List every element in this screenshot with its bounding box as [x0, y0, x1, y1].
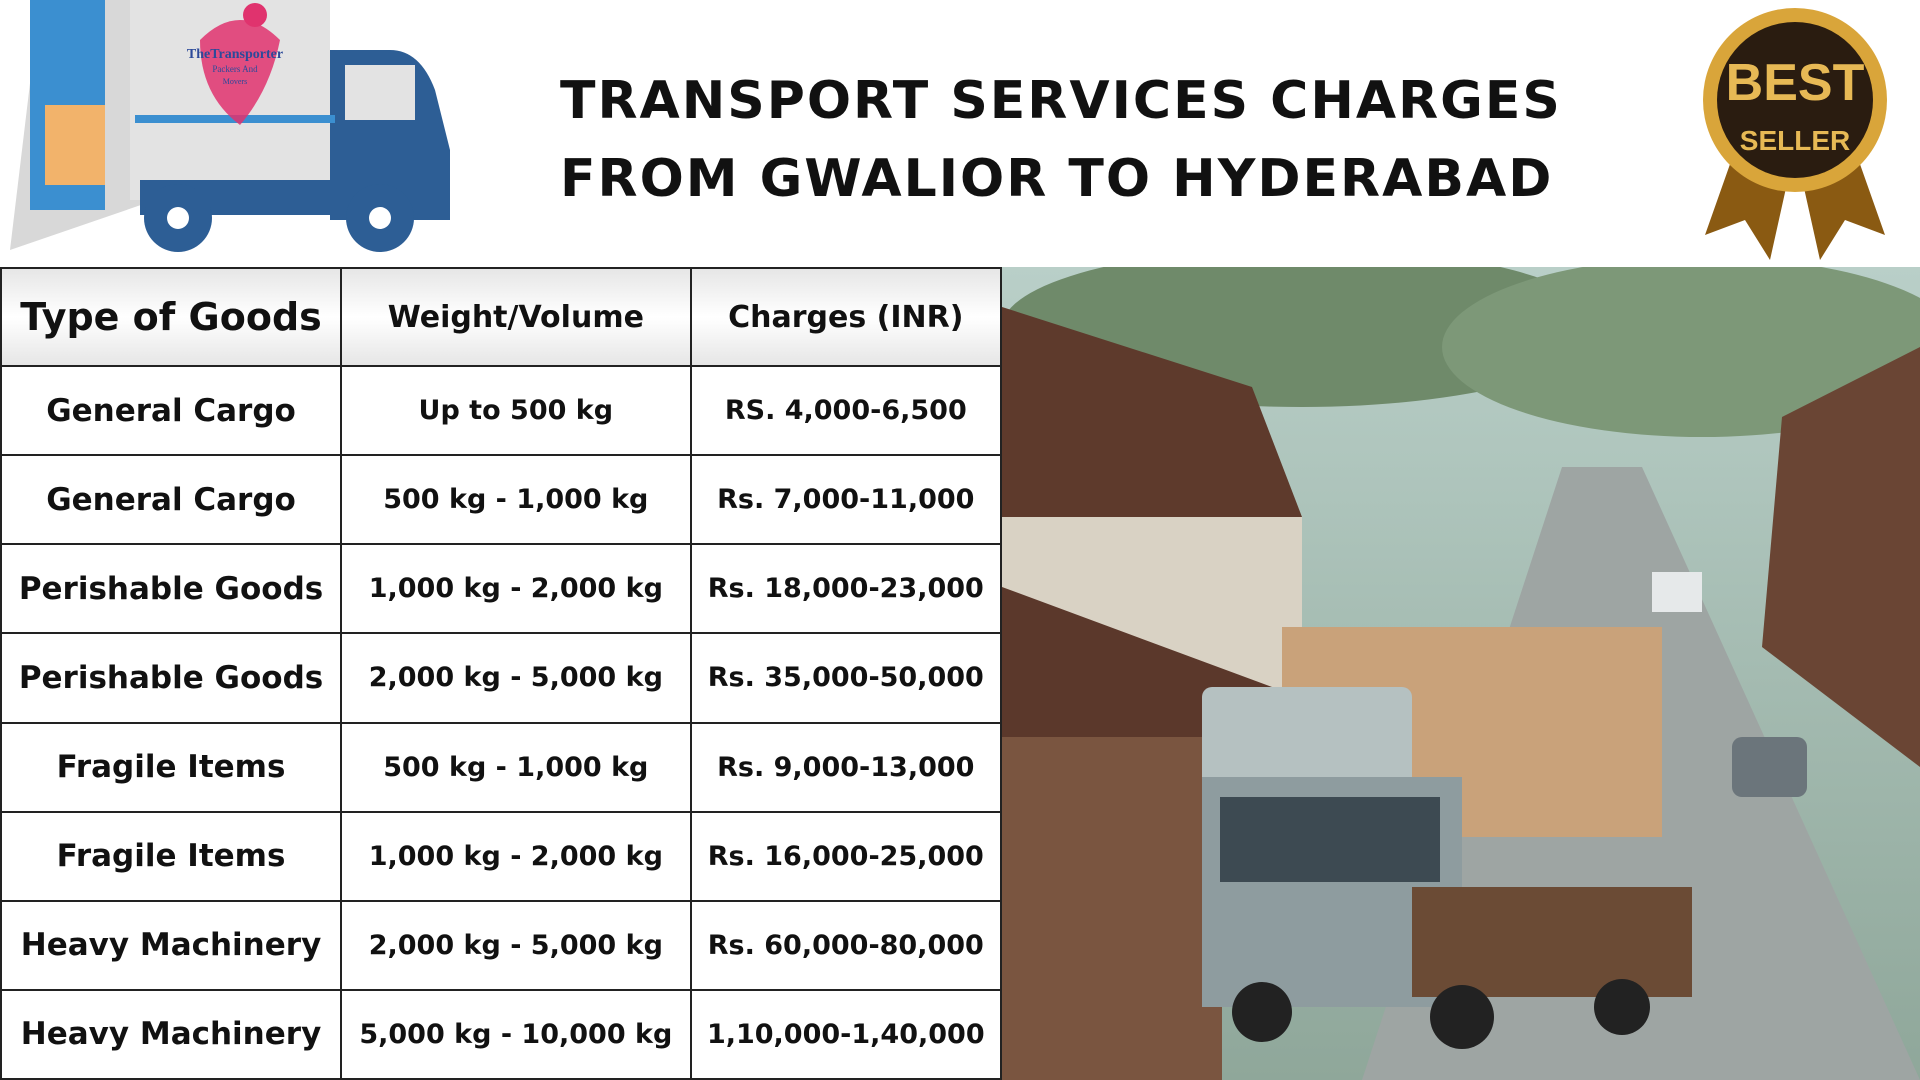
table-cell: 2,000 kg - 5,000 kg — [340, 899, 692, 991]
table-row: Perishable Goods 2,000 kg - 5,000 kg Rs. 3… — [0, 632, 1003, 724]
table-cell: 2,000 kg - 5,000 kg — [340, 632, 692, 724]
table-cell: 1,000 kg - 2,000 kg — [340, 543, 692, 635]
table-cell: Rs. 9,000-13,000 — [689, 721, 1003, 813]
table-cell: Fragile Items — [0, 810, 343, 902]
table-cell: Up to 500 kg — [340, 364, 692, 457]
table-cell: Heavy Machinery — [0, 988, 343, 1080]
table-cell: Heavy Machinery — [0, 899, 343, 991]
badge: BEST SELLER — [1703, 8, 1887, 260]
table-cell: 500 kg - 1,000 kg — [340, 454, 692, 546]
title-line: FROM GWALIOR TO HYDERABAD — [560, 149, 1554, 209]
table-cell: Rs. 16,000-25,000 — [689, 810, 1003, 902]
table-cell: Fragile Items — [0, 721, 343, 813]
table-row: General Cargo 500 kg - 1,000 kg Rs. 7,000-… — [0, 454, 1003, 546]
table-cell: 5,000 kg - 10,000 kg — [340, 988, 692, 1080]
table-cell: Rs. 7,000-11,000 — [689, 454, 1003, 546]
table-row: Fragile Items 1,000 kg - 2,000 kg Rs. 16,0… — [0, 810, 1003, 902]
logo-text: Movers — [223, 77, 247, 86]
table-cell: Perishable Goods — [0, 543, 343, 635]
header-row: Type of Goods Weight/Volume Charges (INR) — [0, 267, 1003, 367]
logo-text: Packers And — [212, 64, 258, 74]
logo-text: TheTransporter — [187, 47, 283, 62]
table-row: Heavy Machinery 2,000 kg - 5,000 kg Rs. 60… — [0, 899, 1003, 991]
logo-truck: TheTransporter Packers And Movers — [10, 0, 450, 252]
charges-table: Type of Goods Weight/Volume Charges (INR) G… — [0, 267, 1003, 1080]
table-cell: General Cargo — [0, 454, 343, 546]
badge-text: SELLER — [1740, 125, 1850, 156]
column-header: Charges (INR) — [689, 267, 1003, 367]
table-cell: RS. 4,000-6,500 — [689, 364, 1003, 457]
table-cell: Perishable Goods — [0, 632, 343, 724]
table-row: Perishable Goods 1,000 kg - 2,000 kg Rs. 1… — [0, 543, 1003, 635]
table-cell: 1,10,000-1,40,000 — [689, 988, 1003, 1080]
table-row: General Cargo Up to 500 kg RS. 4,000-6,500 — [0, 364, 1003, 457]
title-line: TRANSPORT SERVICES CHARGES — [560, 71, 1562, 131]
column-header: Weight/Volume — [340, 267, 692, 367]
table-cell: 1,000 kg - 2,000 kg — [340, 810, 692, 902]
table-row: Heavy Machinery 5,000 kg - 10,000 kg 1,10,… — [0, 988, 1003, 1080]
table-cell: 500 kg - 1,000 kg — [340, 721, 692, 813]
table-cell: Rs. 18,000-23,000 — [689, 543, 1003, 635]
street-photo — [1002, 267, 1920, 1080]
badge-text: BEST — [1726, 54, 1865, 112]
column-header: Type of Goods — [0, 267, 343, 367]
title: TRANSPORT SERVICES CHARGES FROM GWALIOR … — [560, 62, 1562, 218]
table-cell: Rs. 35,000-50,000 — [689, 632, 1003, 724]
table-cell: Rs. 60,000-80,000 — [689, 899, 1003, 991]
table-cell: General Cargo — [0, 364, 343, 457]
table-row: Fragile Items 500 kg - 1,000 kg Rs. 9,000-… — [0, 721, 1003, 813]
